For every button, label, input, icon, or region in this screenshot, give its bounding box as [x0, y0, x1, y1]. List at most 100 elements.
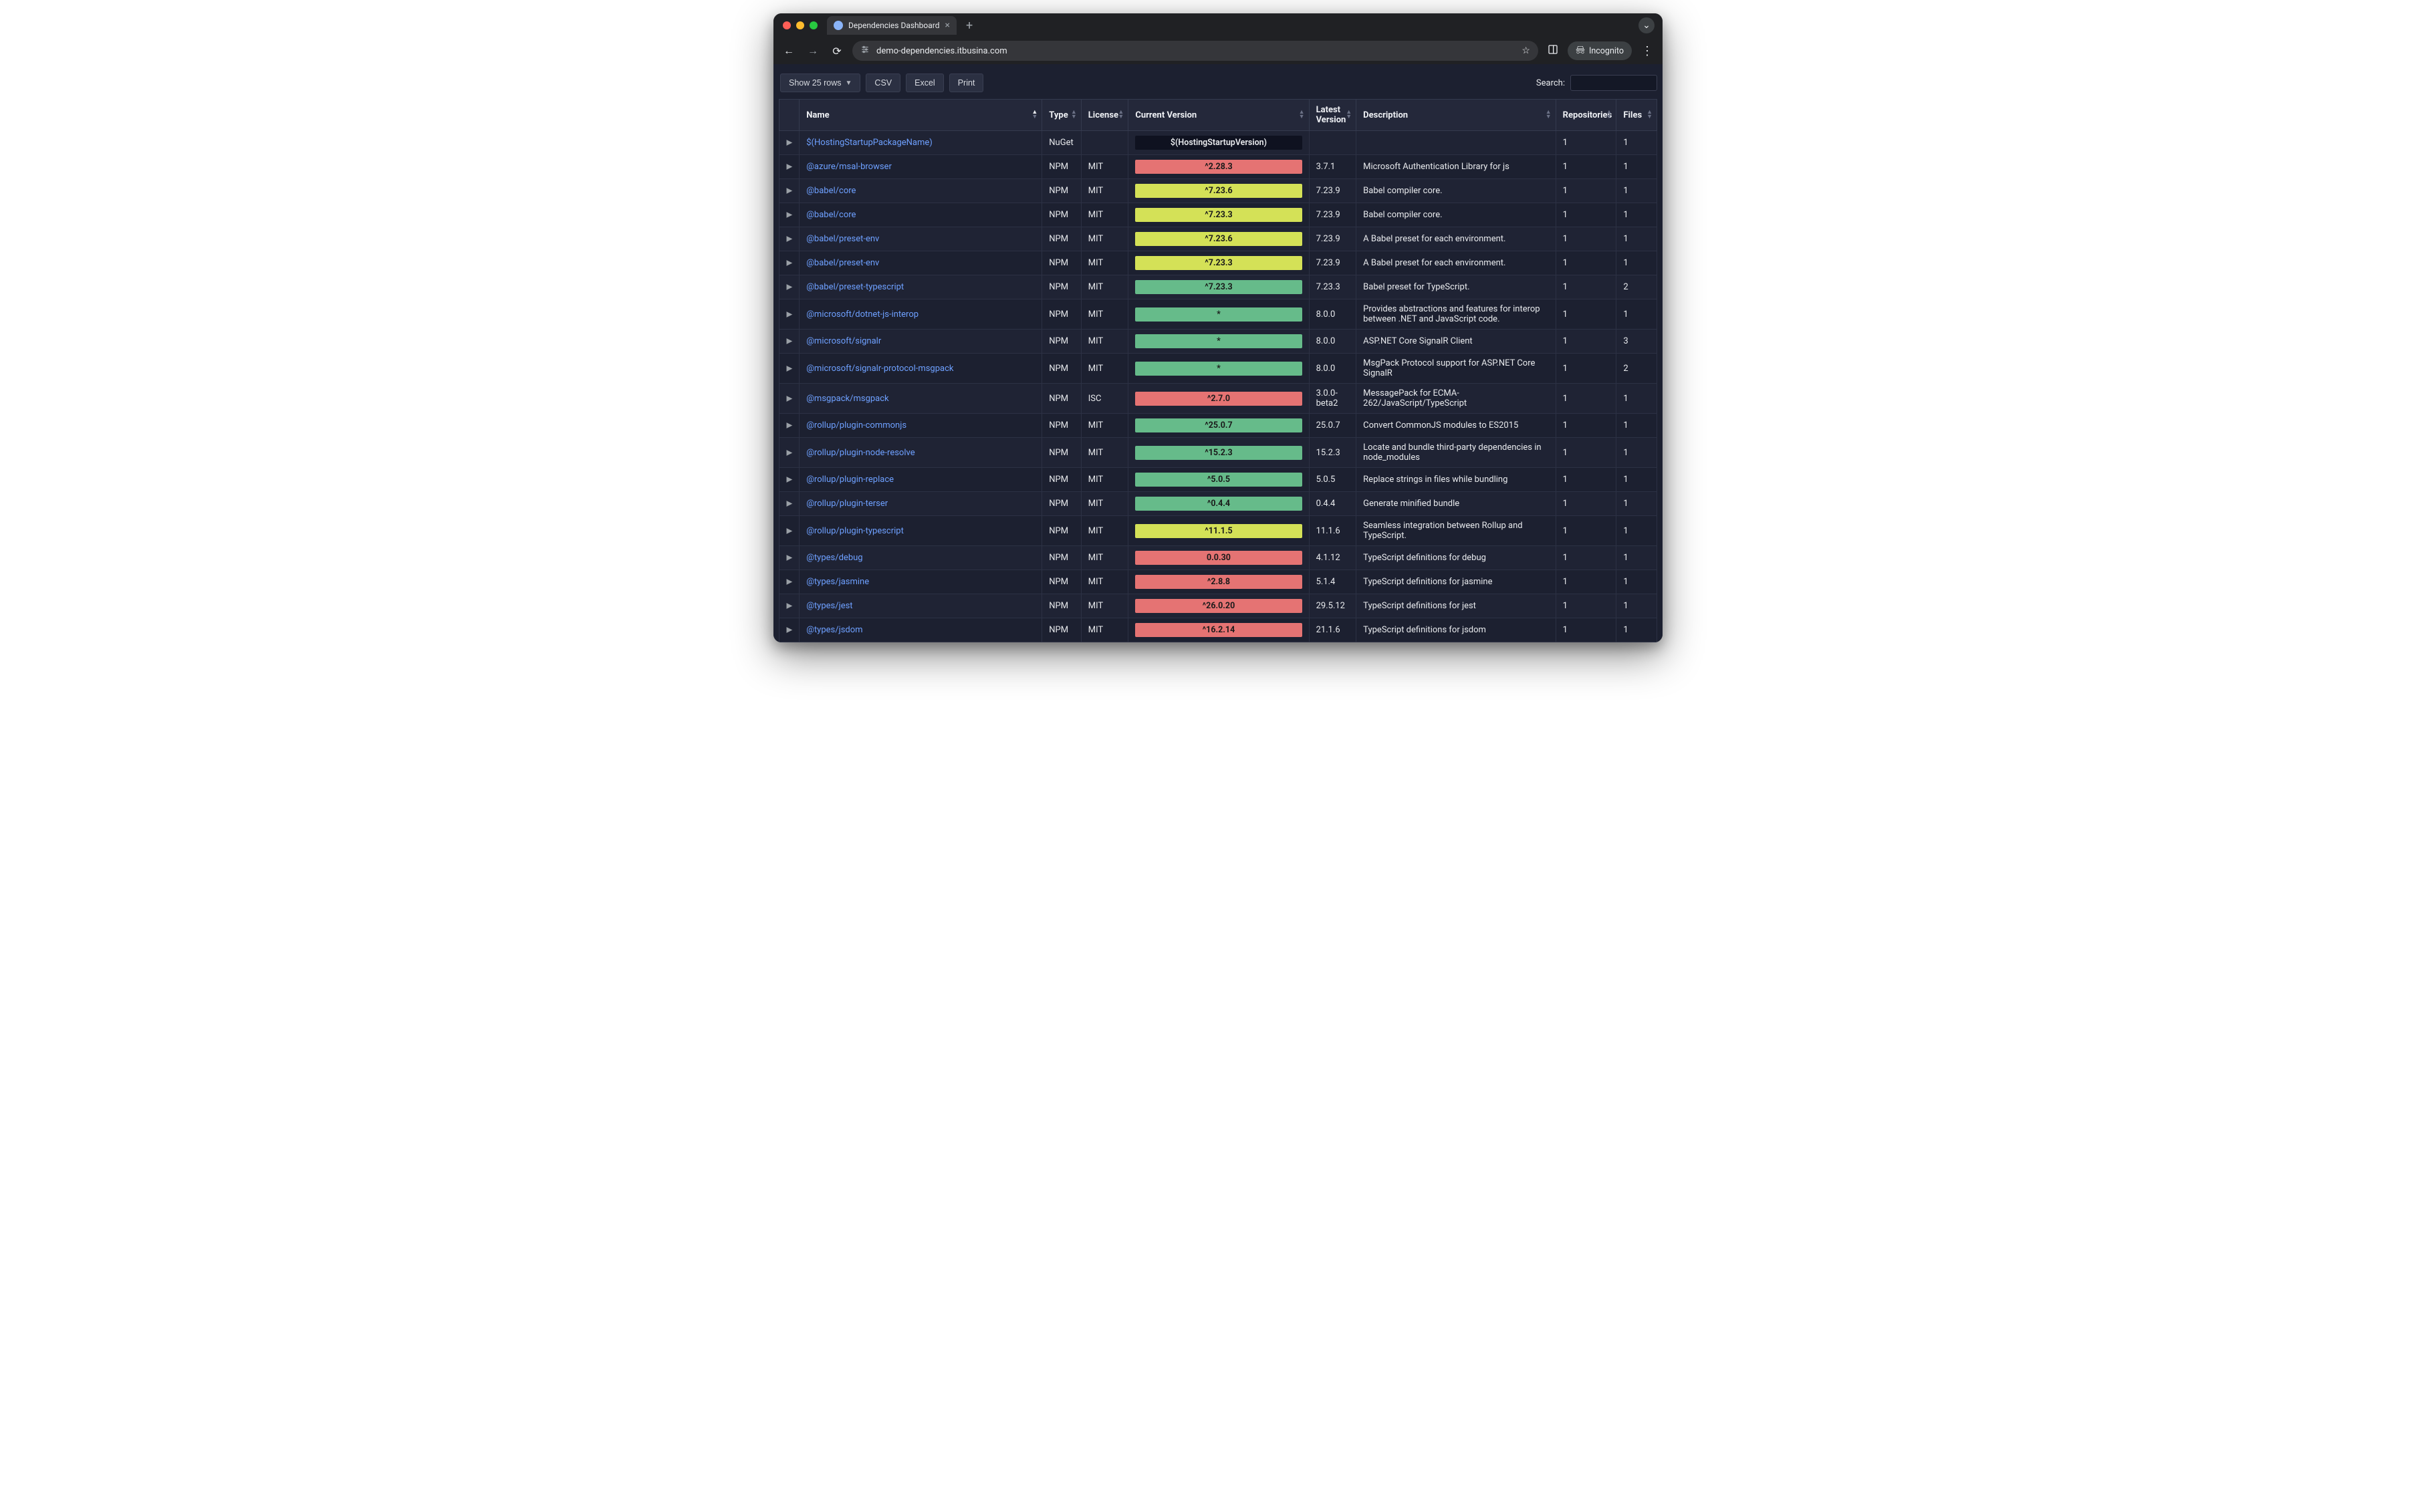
dependency-link[interactable]: @rollup/plugin-commonjs — [806, 420, 906, 430]
dependency-link[interactable]: @azure/msal-browser — [806, 162, 892, 172]
dependency-link[interactable]: @microsoft/signalr — [806, 336, 881, 346]
version-pill: ^7.23.3 — [1135, 256, 1302, 270]
expand-row-button[interactable]: ▶ — [779, 570, 800, 594]
col-license[interactable]: License ▲▼ — [1081, 100, 1128, 131]
chevron-right-icon: ▶ — [787, 186, 793, 196]
expand-row-button[interactable]: ▶ — [779, 516, 800, 546]
cell-latest-version: 8.0.0 — [1309, 299, 1356, 330]
dependency-link[interactable]: @microsoft/dotnet-js-interop — [806, 309, 919, 320]
search-label: Search: — [1536, 78, 1565, 88]
browser-menu-button[interactable]: ⋮ — [1638, 44, 1656, 58]
site-settings-icon[interactable] — [860, 45, 870, 57]
table-row: ▶@azure/msal-browserNPMMIT^2.28.33.7.1Mi… — [779, 155, 1657, 179]
table-row: ▶@babel/preset-envNPMMIT^7.23.67.23.9A B… — [779, 227, 1657, 251]
col-name[interactable]: Name ▲▼ — [800, 100, 1042, 131]
expand-row-button[interactable]: ▶ — [779, 179, 800, 203]
export-csv-button[interactable]: CSV — [866, 74, 900, 92]
browser-tab[interactable]: Dependencies Dashboard × — [827, 16, 957, 35]
col-files[interactable]: Files ▲▼ — [1616, 100, 1657, 131]
sort-icon: ▲▼ — [1606, 110, 1612, 120]
dependency-link[interactable]: @microsoft/signalr-protocol-msgpack — [806, 364, 953, 374]
show-rows-button[interactable]: Show 25 rows ▼ — [780, 74, 860, 92]
expand-row-button[interactable]: ▶ — [779, 354, 800, 384]
expand-row-button[interactable]: ▶ — [779, 203, 800, 227]
expand-row-button[interactable]: ▶ — [779, 438, 800, 468]
expand-row-button[interactable]: ▶ — [779, 618, 800, 642]
cell-files: 1 — [1616, 203, 1657, 227]
cell-current-version: ^25.0.7 — [1128, 414, 1309, 438]
expand-row-button[interactable]: ▶ — [779, 384, 800, 414]
cell-description: Locate and bundle third-party dependenci… — [1356, 438, 1556, 468]
back-button[interactable]: ← — [780, 44, 798, 57]
col-latest[interactable]: Latest Version ▲▼ — [1309, 100, 1356, 131]
export-excel-button[interactable]: Excel — [906, 74, 944, 92]
address-bar[interactable]: demo-dependencies.itbusina.com ☆ — [852, 41, 1538, 61]
expand-row-button[interactable]: ▶ — [779, 414, 800, 438]
dependency-link[interactable]: @rollup/plugin-replace — [806, 475, 894, 485]
expand-row-button[interactable]: ▶ — [779, 492, 800, 516]
cell-latest-version — [1309, 131, 1356, 155]
dependency-link[interactable]: @types/jasmine — [806, 577, 869, 587]
cell-type: NPM — [1042, 618, 1081, 642]
dependency-link[interactable]: @rollup/plugin-terser — [806, 499, 888, 509]
expand-row-button[interactable]: ▶ — [779, 299, 800, 330]
reload-button[interactable]: ⟳ — [828, 45, 846, 57]
col-repositories[interactable]: Repositories ▲▼ — [1556, 100, 1616, 131]
print-button[interactable]: Print — [949, 74, 984, 92]
tab-overview-button[interactable]: ⌄ — [1638, 17, 1655, 33]
new-tab-button[interactable]: + — [962, 19, 977, 33]
expand-row-button[interactable]: ▶ — [779, 546, 800, 570]
expand-row-button[interactable]: ▶ — [779, 468, 800, 492]
forward-button[interactable]: → — [804, 44, 822, 57]
cell-current-version: ^2.28.3 — [1128, 155, 1309, 179]
version-pill: ^15.2.3 — [1135, 446, 1302, 460]
cell-latest-version: 3.7.1 — [1309, 155, 1356, 179]
search-input[interactable] — [1570, 75, 1657, 91]
incognito-indicator[interactable]: Incognito — [1568, 41, 1632, 60]
dependency-link[interactable]: @babel/preset-env — [806, 234, 879, 244]
expand-row-button[interactable]: ▶ — [779, 251, 800, 275]
cell-description: Babel compiler core. — [1356, 203, 1556, 227]
cell-current-version: ^2.8.8 — [1128, 570, 1309, 594]
expand-row-button[interactable]: ▶ — [779, 227, 800, 251]
dependency-link[interactable]: @babel/preset-env — [806, 258, 879, 268]
cell-license: ISC — [1081, 384, 1128, 414]
dependency-link[interactable]: @types/jsdom — [806, 625, 862, 635]
browser-window: Dependencies Dashboard × + ⌄ ← → ⟳ demo-… — [773, 13, 1663, 642]
cell-type: NPM — [1042, 570, 1081, 594]
sort-icon: ▲▼ — [1031, 110, 1038, 120]
dependency-link[interactable]: @rollup/plugin-typescript — [806, 526, 904, 536]
dependency-link[interactable]: @babel/preset-typescript — [806, 282, 904, 292]
chevron-right-icon: ▶ — [787, 602, 793, 611]
cell-files: 1 — [1616, 384, 1657, 414]
dependency-link[interactable]: @rollup/plugin-node-resolve — [806, 448, 915, 458]
close-tab-icon[interactable]: × — [945, 21, 950, 30]
cell-repositories: 1 — [1556, 468, 1616, 492]
reader-mode-icon[interactable] — [1545, 44, 1561, 57]
dependency-link[interactable]: @babel/core — [806, 186, 856, 196]
expand-row-button[interactable]: ▶ — [779, 275, 800, 299]
dependency-link[interactable]: @types/jest — [806, 601, 852, 611]
expand-row-button[interactable]: ▶ — [779, 155, 800, 179]
table-row: ▶@rollup/plugin-commonjsNPMMIT^25.0.725.… — [779, 414, 1657, 438]
expand-row-button[interactable]: ▶ — [779, 594, 800, 618]
col-description[interactable]: Description ▲▼ — [1356, 100, 1556, 131]
cell-repositories: 1 — [1556, 594, 1616, 618]
cell-type: NPM — [1042, 299, 1081, 330]
cell-name: @msgpack/msgpack — [800, 384, 1042, 414]
col-type[interactable]: Type ▲▼ — [1042, 100, 1081, 131]
window-minimize[interactable] — [796, 21, 804, 29]
chevron-down-icon: ▼ — [846, 80, 852, 87]
col-current[interactable]: Current Version ▲▼ — [1128, 100, 1309, 131]
expand-row-button[interactable]: ▶ — [779, 131, 800, 155]
dependency-link[interactable]: @types/debug — [806, 553, 862, 563]
expand-row-button[interactable]: ▶ — [779, 330, 800, 354]
dependency-link[interactable]: @babel/core — [806, 210, 856, 220]
bookmark-icon[interactable]: ☆ — [1521, 45, 1530, 56]
cell-license: MIT — [1081, 414, 1128, 438]
dependency-link[interactable]: @msgpack/msgpack — [806, 394, 888, 404]
window-close[interactable] — [783, 21, 791, 29]
window-maximize[interactable] — [810, 21, 818, 29]
cell-name: @types/jasmine — [800, 570, 1042, 594]
dependency-link[interactable]: $(HostingStartupPackageName) — [806, 138, 933, 148]
